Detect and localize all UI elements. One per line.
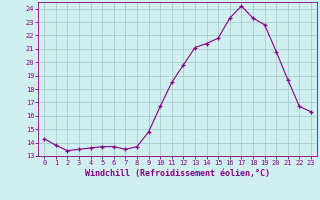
X-axis label: Windchill (Refroidissement éolien,°C): Windchill (Refroidissement éolien,°C)	[85, 169, 270, 178]
